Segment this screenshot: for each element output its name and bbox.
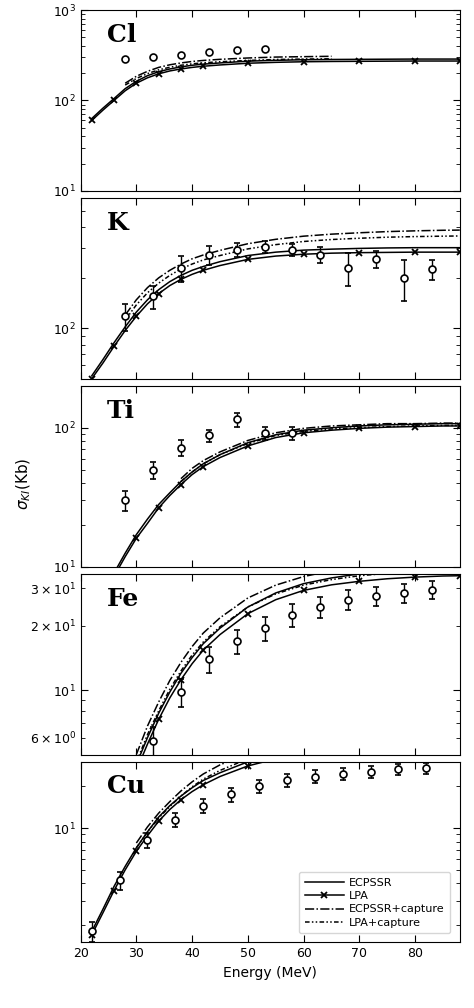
Text: Cu: Cu bbox=[107, 774, 145, 798]
Text: $\sigma_{KI}$(Kb): $\sigma_{KI}$(Kb) bbox=[14, 458, 33, 510]
X-axis label: Energy (MeV): Energy (MeV) bbox=[223, 966, 317, 980]
Text: Ti: Ti bbox=[107, 398, 135, 422]
Legend: ECPSSR, LPA, ECPSSR+capture, LPA+capture: ECPSSR, LPA, ECPSSR+capture, LPA+capture bbox=[299, 872, 450, 933]
Text: Fe: Fe bbox=[107, 587, 139, 611]
Text: Cl: Cl bbox=[107, 23, 137, 46]
Text: K: K bbox=[107, 211, 129, 235]
